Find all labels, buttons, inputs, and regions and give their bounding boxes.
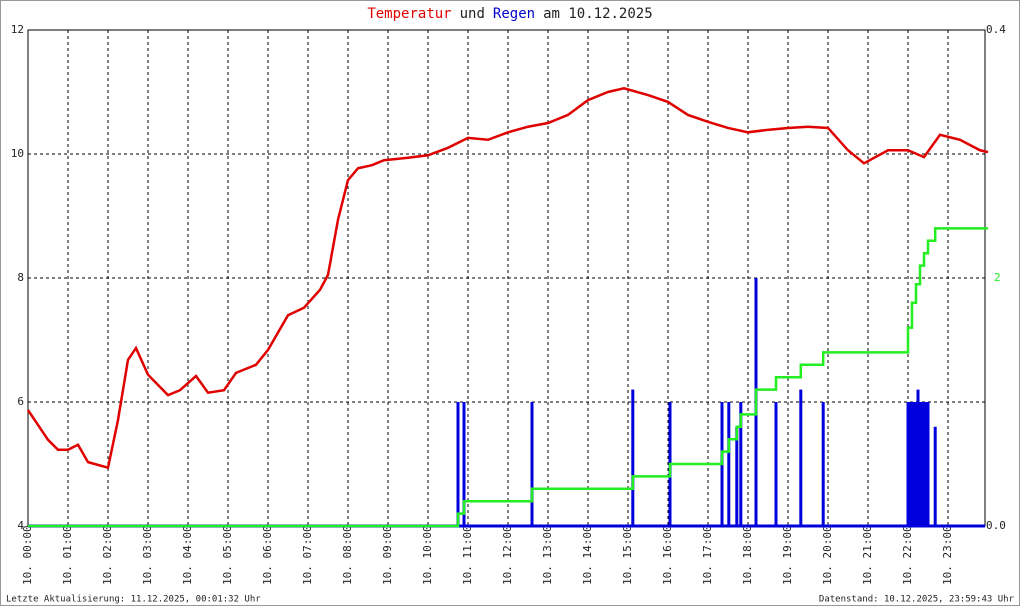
y-tick-label: 6	[17, 395, 24, 408]
title-part: Regen	[493, 6, 535, 22]
rain-bar	[727, 402, 731, 526]
x-tick-label: 10. 23:00	[941, 525, 954, 585]
rain-bar	[912, 402, 916, 526]
rain-bar	[739, 402, 743, 526]
x-tick-label: 10. 04:00	[181, 525, 194, 585]
title-part: und	[460, 6, 485, 22]
rain-bar	[933, 426, 937, 526]
rain-bar	[774, 402, 778, 526]
x-tick-label: 10. 20:00	[821, 525, 834, 585]
x-tick-label: 10. 06:00	[261, 525, 274, 585]
rain-bar	[462, 402, 466, 526]
rain-bar	[799, 389, 803, 526]
x-tick-label: 10. 15:00	[621, 525, 634, 585]
rain-bar	[926, 402, 930, 526]
rain-bar	[735, 426, 739, 526]
y-tick-label: 10	[11, 147, 24, 160]
rain-bar	[910, 402, 914, 526]
x-tick-label: 10. 14:00	[581, 525, 594, 585]
rain-bar	[530, 402, 534, 526]
y3-tick-label: 2	[994, 271, 1001, 284]
x-tick-label: 10. 10:00	[421, 525, 434, 585]
y2-tick-label: 0.0	[986, 519, 1006, 532]
y-tick-label: 4	[17, 519, 24, 532]
x-tick-label: 10. 00:00	[21, 525, 34, 585]
x-tick-label: 10. 11:00	[461, 525, 474, 585]
x-tick-label: 10. 17:00	[701, 525, 714, 585]
rain-bar	[631, 389, 635, 526]
rain-bar	[922, 402, 926, 526]
temperature-line	[26, 86, 989, 470]
rain-bar	[908, 402, 912, 526]
x-tick-label: 10. 02:00	[101, 525, 114, 585]
x-tick-label: 10. 08:00	[341, 525, 354, 585]
rain-bar	[918, 402, 922, 526]
y2-tick-label: 0.4	[986, 23, 1006, 36]
x-tick-label: 10. 12:00	[501, 525, 514, 585]
x-tick-label: 10. 22:00	[901, 525, 914, 585]
x-tick-label: 10. 01:00	[61, 525, 74, 585]
y-tick-label: 8	[17, 271, 24, 284]
title-part: Temperatur	[367, 6, 451, 22]
rain-bar	[821, 402, 825, 526]
rain-bar	[906, 402, 910, 526]
x-tick-label: 10. 16:00	[661, 525, 674, 585]
x-tick-label: 10. 09:00	[381, 525, 394, 585]
rain-bar	[924, 402, 928, 526]
rain-bar	[456, 402, 460, 526]
x-tick-label: 10. 19:00	[781, 525, 794, 585]
x-tick-label: 10. 21:00	[861, 525, 874, 585]
y-tick-label: 12	[11, 23, 24, 36]
x-tick-label: 10. 13:00	[541, 525, 554, 585]
title-part: am 10.12.2025	[543, 6, 653, 22]
rain-sum-line	[28, 227, 988, 528]
x-tick-label: 10. 05:00	[221, 525, 234, 585]
rain-bar	[916, 389, 920, 526]
rain-bar	[914, 402, 918, 526]
x-tick-label: 10. 18:00	[741, 525, 754, 585]
rain-bar	[920, 402, 924, 526]
x-tick-label: 10. 07:00	[301, 525, 314, 585]
chart-title: Temperatur und Regen am 10.12.2025	[367, 6, 652, 22]
footer-left: Letzte Aktualisierung: 11.12.2025, 00:01…	[6, 595, 261, 605]
footer-right: Datenstand: 10.12.2025, 23:59:43 Uhr	[819, 595, 1015, 605]
x-tick-label: 10. 03:00	[141, 525, 154, 585]
